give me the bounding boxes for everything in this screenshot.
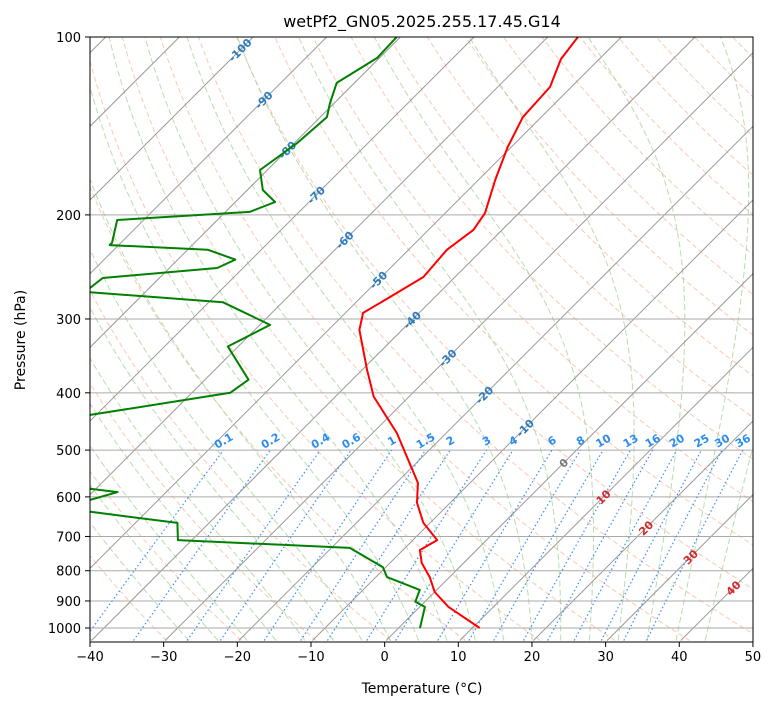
x-tick-label: −40 [76, 650, 103, 665]
x-tick-label: 50 [745, 650, 762, 665]
y-tick-label: 400 [56, 387, 81, 402]
x-tick-label: −10 [297, 650, 324, 665]
y-tick-label: 900 [56, 595, 81, 610]
y-tick-label: 700 [56, 530, 81, 545]
x-tick-label: 0 [380, 650, 388, 665]
y-tick-label: 200 [56, 209, 81, 224]
x-tick-label: 40 [671, 650, 688, 665]
y-tick-label: 500 [56, 444, 81, 459]
y-tick-label: 100 [56, 31, 81, 46]
x-tick-label: 30 [597, 650, 614, 665]
y-tick-label: 800 [56, 565, 81, 580]
chart-title: wetPf2_GN05.2025.255.17.45.G14 [283, 12, 561, 32]
x-tick-label: −20 [224, 650, 251, 665]
x-tick-label: 20 [524, 650, 541, 665]
x-tick-label: 10 [450, 650, 467, 665]
y-tick-label: 600 [56, 491, 81, 506]
y-tick-label: 300 [56, 313, 81, 328]
x-axis-label: Temperature (°C) [361, 681, 483, 697]
y-tick-label: 1000 [48, 622, 81, 637]
x-tick-label: −30 [150, 650, 177, 665]
y-axis-label: Pressure (hPa) [13, 290, 29, 390]
